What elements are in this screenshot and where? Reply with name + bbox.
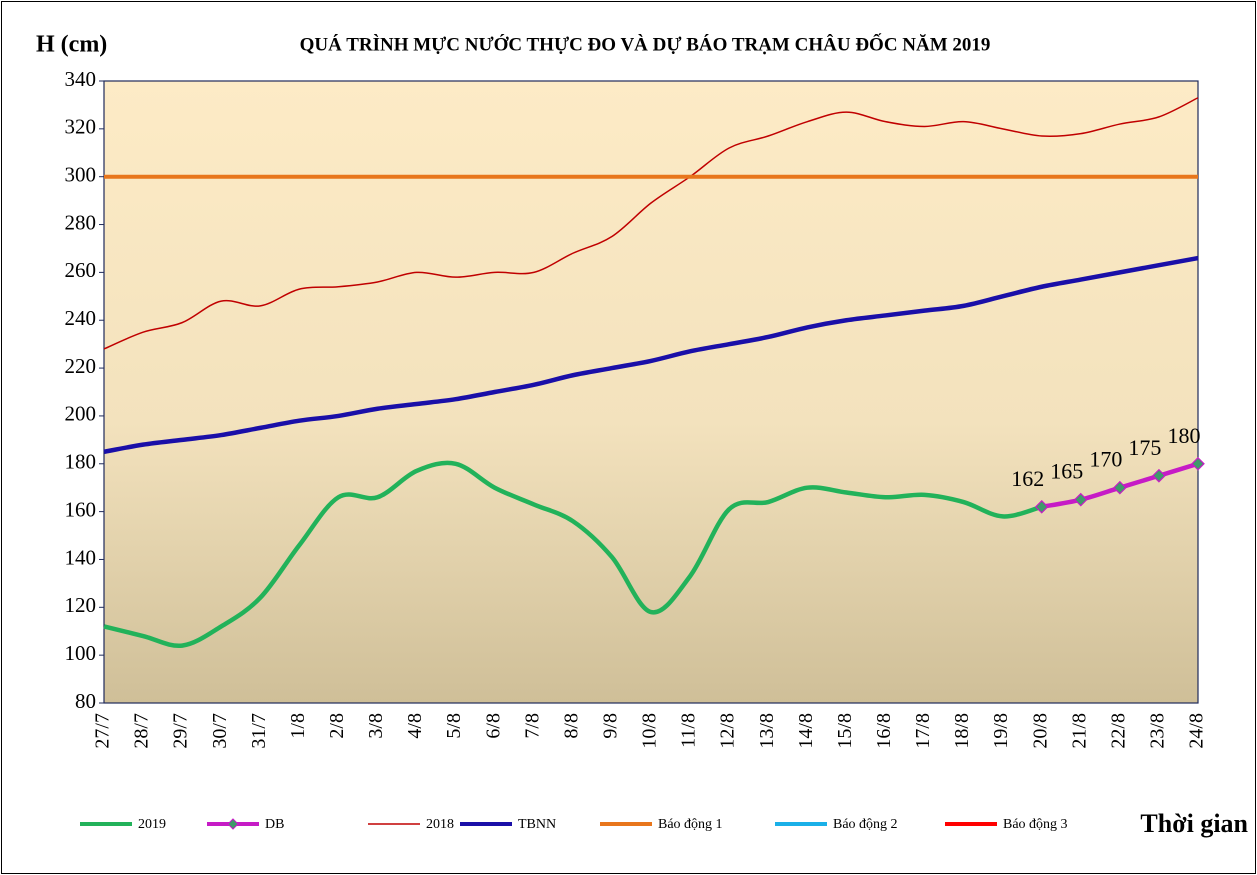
marker [1113, 480, 1127, 495]
x-tick-label: 16/8 [873, 713, 895, 749]
x-tick-label: 21/8 [1068, 713, 1090, 749]
x-tick-label: 11/8 [678, 713, 700, 748]
x-tick-label: 23/8 [1147, 713, 1169, 749]
x-tick-label: 18/8 [951, 713, 973, 749]
data-label: 165 [1050, 459, 1083, 484]
y-tick-label: 300 [65, 163, 97, 187]
x-tick-label: 4/8 [404, 713, 426, 739]
x-tick-label: 3/8 [365, 713, 387, 739]
x-tick-label: 2/8 [326, 713, 348, 739]
x-tick-label: 29/7 [170, 713, 192, 749]
x-tick-label: 10/8 [639, 713, 661, 749]
y-tick-label: 120 [65, 593, 97, 617]
y-tick-label: 140 [65, 545, 97, 569]
series-line [103, 460, 1043, 649]
x-tick-label: 9/8 [600, 713, 622, 739]
x-tick-label: 13/8 [756, 713, 778, 749]
y-tick-label: 320 [65, 115, 97, 139]
x-tick-label: 14/8 [795, 713, 817, 749]
x-tick-label: 22/8 [1107, 713, 1129, 749]
data-label: 180 [1168, 423, 1201, 448]
x-tick-label: 30/7 [209, 713, 231, 749]
marker [1152, 468, 1166, 483]
marker [1034, 499, 1049, 514]
y-tick-label: 260 [65, 258, 97, 282]
y-tick-label: 340 [65, 67, 97, 91]
data-label: 170 [1089, 447, 1122, 472]
legend-label: Báo động 2 [833, 817, 898, 832]
x-tick-label: 1/8 [287, 713, 309, 739]
x-tick-label: 17/8 [912, 713, 934, 749]
y-tick-label: 80 [75, 689, 96, 713]
y-tick-label: 240 [65, 306, 97, 330]
legend-label: Báo động 3 [1003, 817, 1068, 832]
series-line [103, 255, 1199, 455]
y-tick-label: 280 [65, 210, 97, 234]
marker [1073, 492, 1088, 507]
legend-label: Báo động 1 [658, 817, 723, 832]
x-tick-label: 12/8 [717, 713, 739, 749]
chart-title: QUÁ TRÌNH MỰC NƯỚC THỰC ĐO VÀ DỰ BÁO TRẠ… [300, 33, 991, 55]
marker [1191, 456, 1205, 471]
data-label: 162 [1011, 466, 1044, 491]
legend-label: 2019 [138, 817, 166, 832]
x-tick-label: 15/8 [834, 713, 856, 749]
x-tick-label: 7/8 [521, 713, 543, 739]
x-tick-label: 19/8 [990, 713, 1012, 749]
x-tick-label: 8/8 [560, 713, 582, 739]
legend-label: 2018 [426, 817, 454, 832]
x-tick-label: 6/8 [482, 713, 504, 739]
x-axis-label: Thời gian [1140, 809, 1248, 838]
series-line [103, 97, 1199, 350]
y-axis-label: H (cm) [36, 32, 107, 58]
y-tick-label: 200 [65, 402, 97, 426]
legend-marker [227, 818, 239, 830]
y-tick-label: 220 [65, 354, 97, 378]
x-tick-label: 24/8 [1186, 713, 1208, 749]
plot-area [103, 80, 1199, 704]
x-tick-label: 31/7 [248, 713, 270, 749]
data-label: 175 [1128, 435, 1161, 460]
x-tick-label: 20/8 [1029, 713, 1051, 749]
y-tick-label: 180 [65, 450, 97, 474]
legend-label: DB [265, 817, 284, 832]
x-tick-label: 28/7 [131, 713, 153, 749]
x-tick-label: 27/7 [92, 713, 114, 749]
x-tick-label: 5/8 [443, 713, 465, 739]
y-tick-label: 160 [65, 497, 97, 521]
legend-label: TBNN [518, 817, 556, 832]
y-tick-label: 100 [65, 641, 97, 665]
